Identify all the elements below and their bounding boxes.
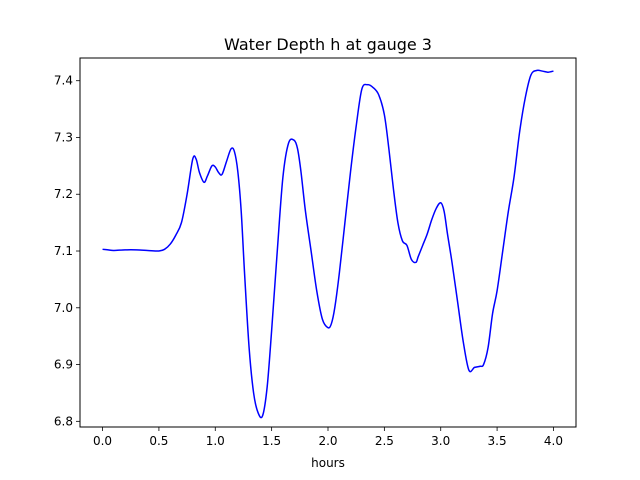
series-layer: [102, 69, 554, 419]
x-axis: 0.0 0.5 1.0 1.5 2.0 2.5 3.0 3.5 4.0: [93, 427, 563, 448]
x-tick-label: 1.0: [206, 434, 225, 448]
x-tick-label: 2.5: [375, 434, 394, 448]
y-tick-label: 7.1: [54, 244, 73, 258]
y-tick-label: 7.3: [54, 130, 73, 144]
x-tick-label: 4.0: [544, 434, 563, 448]
x-tick-label: 0.5: [149, 434, 168, 448]
x-tick-label: 2.0: [318, 434, 337, 448]
series-line-0: [102, 69, 554, 419]
x-axis-label: hours: [311, 456, 345, 470]
y-tick-label: 7.0: [54, 301, 73, 315]
y-axis: 6.8 6.9 7.0 7.1 7.2 7.3 7.4: [54, 74, 80, 428]
chart-title: Water Depth h at gauge 3: [224, 35, 432, 54]
x-tick-label: 3.5: [488, 434, 507, 448]
x-tick-label: 0.0: [93, 434, 112, 448]
x-tick-label: 1.5: [262, 434, 281, 448]
y-tick-label: 6.9: [54, 358, 73, 372]
y-tick-label: 7.2: [54, 187, 73, 201]
x-tick-label: 3.0: [431, 434, 450, 448]
y-tick-label: 6.8: [54, 414, 73, 428]
y-tick-label: 7.4: [54, 74, 73, 88]
